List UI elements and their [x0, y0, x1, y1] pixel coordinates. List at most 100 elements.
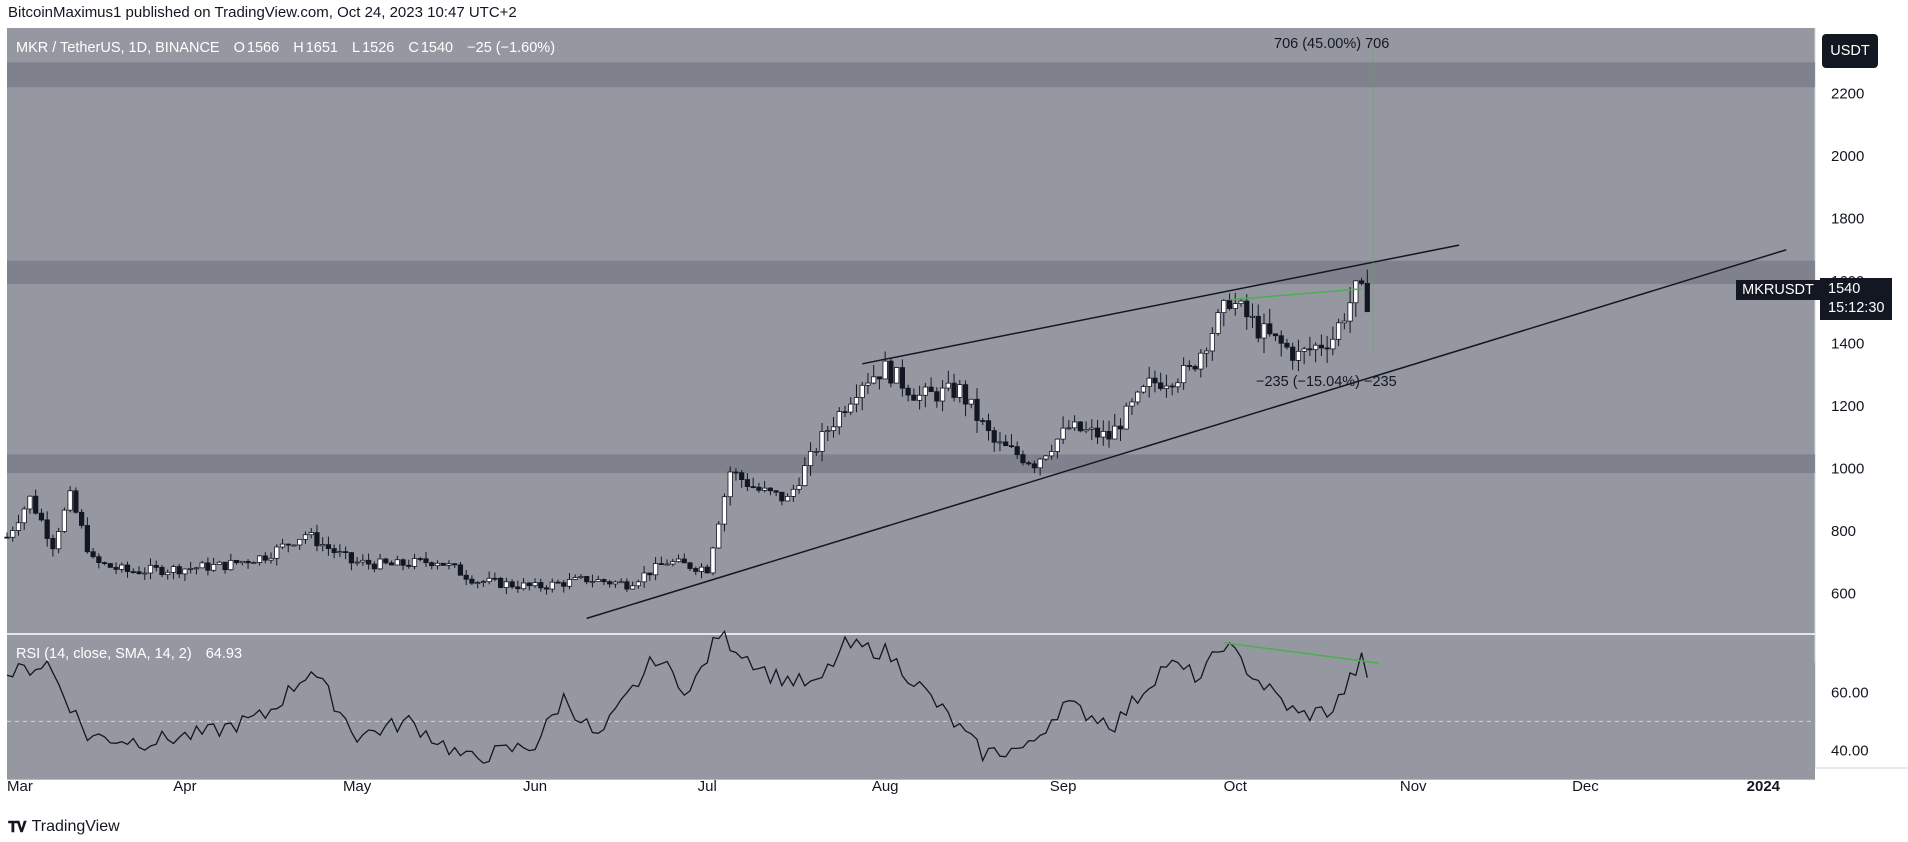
- candle-body: [807, 451, 814, 467]
- candle-body: [268, 557, 274, 561]
- candle-body: [1226, 299, 1233, 309]
- symbol-legend: MKR / TetherUS, 1D, BINANCE O 1566 H 1651 …: [16, 40, 557, 56]
- candle-body: [1318, 344, 1324, 349]
- candle-body: [360, 559, 366, 563]
- candle-body: [440, 562, 446, 566]
- price-tick-label: 1800: [1831, 211, 1864, 228]
- candle-body: [1336, 322, 1342, 340]
- candle-body: [1175, 382, 1181, 388]
- candle-body: [406, 564, 412, 567]
- candle-body: [595, 579, 601, 582]
- candle-body: [130, 571, 136, 573]
- candle-body: [193, 567, 200, 570]
- price-tag-box: 1540 15:12:30: [1820, 278, 1892, 320]
- candle-body: [607, 581, 613, 585]
- time-tick-label: May: [343, 778, 372, 795]
- candle-body: [589, 581, 596, 583]
- candle-body: [624, 581, 630, 590]
- open-value: 1566: [246, 40, 280, 56]
- candle-body: [199, 562, 205, 569]
- candle-body: [205, 562, 211, 571]
- candle-body: [997, 441, 1003, 444]
- candle-body: [1261, 323, 1267, 339]
- candle-body: [934, 391, 940, 402]
- candle-body: [1083, 429, 1089, 432]
- candle-body: [136, 571, 142, 575]
- candle-body: [848, 403, 854, 413]
- symbol-name[interactable]: MKR / TetherUS, 1D, BINANCE: [16, 40, 220, 56]
- candle-body: [211, 564, 217, 571]
- candle-body: [61, 509, 67, 532]
- candle-body: [1255, 315, 1261, 339]
- candle-body: [33, 495, 39, 514]
- candle-body: [15, 522, 22, 531]
- candle-body: [911, 394, 917, 401]
- candle-body: [165, 571, 171, 576]
- candle-body: [73, 490, 79, 513]
- candle-body: [819, 431, 825, 452]
- time-tick-label: Jul: [698, 778, 717, 795]
- price-tag: MKRUSDT 1540 15:12:30: [1736, 278, 1896, 320]
- candle-body: [917, 394, 923, 401]
- candle-body: [670, 561, 676, 565]
- candle-body: [153, 564, 159, 568]
- candle-body: [308, 532, 314, 536]
- candle-body: [721, 496, 728, 525]
- candle-body: [704, 566, 710, 574]
- candle-body: [343, 551, 349, 553]
- time-tick-label: Oct: [1224, 778, 1248, 795]
- candle-body: [779, 491, 785, 502]
- candle-body: [1301, 348, 1307, 352]
- candle-body: [245, 560, 251, 564]
- candle-body: [939, 387, 946, 402]
- candle-body: [27, 495, 33, 510]
- candle-body: [228, 559, 234, 571]
- candle-body: [739, 472, 745, 481]
- candle-body: [1037, 458, 1043, 469]
- candle-body: [687, 562, 693, 569]
- candle-body: [176, 566, 182, 575]
- candle-body: [1077, 421, 1083, 432]
- candle-body: [1307, 348, 1313, 351]
- candle-body: [170, 566, 177, 573]
- candle-body: [928, 386, 934, 393]
- candle-body: [618, 581, 624, 584]
- candle-body: [681, 558, 687, 564]
- candle-body: [1272, 333, 1279, 337]
- close-label: C: [408, 40, 419, 56]
- time-tick-label: Apr: [173, 778, 196, 795]
- candle-body: [945, 382, 951, 389]
- candle-body: [1129, 401, 1135, 407]
- candle-body: [1049, 451, 1055, 457]
- candle-body: [515, 586, 521, 590]
- candle-body: [1106, 431, 1112, 440]
- candle-body: [1203, 350, 1210, 354]
- currency-button[interactable]: USDT: [1822, 34, 1878, 68]
- footer-brand[interactable]: 𝐓𝐕 TradingView: [8, 818, 120, 836]
- candle-body: [750, 486, 756, 488]
- candle-body: [664, 563, 670, 566]
- candle-body: [549, 581, 555, 590]
- candle-body: [101, 562, 108, 565]
- candle-body: [446, 563, 452, 566]
- candle-body: [830, 426, 837, 432]
- candle-body: [1135, 391, 1141, 403]
- candle-body: [1209, 333, 1215, 352]
- price-tag-countdown: 15:12:30: [1828, 300, 1885, 316]
- high-label: H: [293, 40, 304, 56]
- candle-body: [578, 576, 584, 578]
- candle-body: [1347, 302, 1353, 322]
- candle-body: [1169, 385, 1175, 388]
- candle-body: [503, 581, 509, 588]
- candle-body: [572, 577, 578, 580]
- candle-body: [727, 471, 733, 498]
- candle-body: [44, 519, 50, 539]
- footer-brand-label: TradingView: [31, 818, 120, 835]
- candle-body: [314, 532, 320, 547]
- candle-body: [1066, 427, 1072, 430]
- trendline-resistance: [862, 244, 1460, 365]
- candle-body: [888, 360, 894, 384]
- candle-body: [865, 382, 871, 386]
- rsi-label[interactable]: RSI (14, close, SMA, 14, 2): [16, 646, 192, 662]
